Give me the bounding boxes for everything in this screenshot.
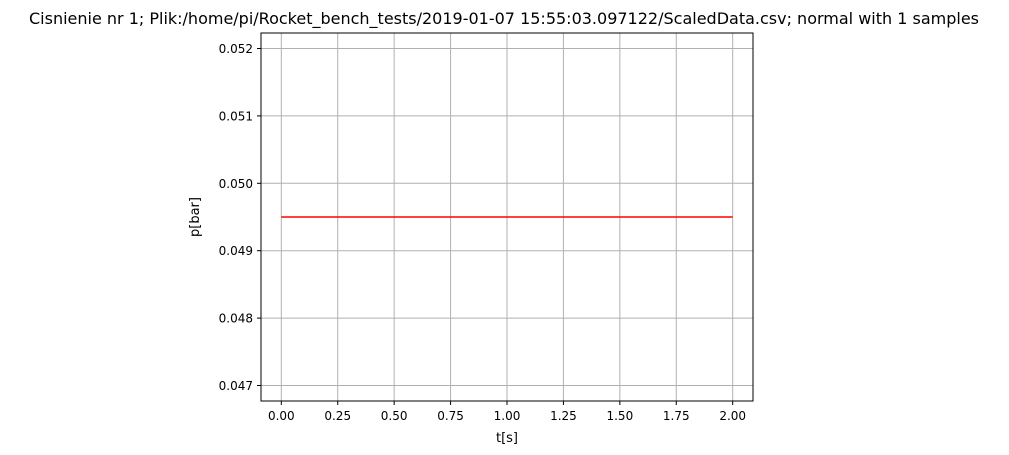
x-tick-label: 1.50 (606, 409, 633, 423)
x-tick-label: 2.00 (719, 409, 746, 423)
x-tick-label: 1.00 (494, 409, 521, 423)
x-tick-label: 0.00 (268, 409, 295, 423)
x-axis-label: t[s] (496, 431, 518, 446)
x-tick-label: 0.75 (437, 409, 464, 423)
y-tick-label: 0.047 (219, 379, 253, 393)
y-axis-label: p[bar] (188, 197, 203, 237)
y-tick-label: 0.050 (219, 177, 253, 191)
x-axis-ticks: 0.00 0.25 0.50 0.75 1.00 1.25 1.50 1.75 2.00 (268, 401, 746, 423)
y-tick-label: 0.051 (219, 109, 253, 123)
x-tick-label: 1.25 (550, 409, 577, 423)
x-tick-label: 1.75 (663, 409, 690, 423)
y-tick-label: 0.048 (219, 312, 253, 326)
y-tick-label: 0.052 (219, 42, 253, 56)
y-tick-label: 0.049 (219, 244, 253, 258)
y-axis-ticks: 0.047 0.048 0.049 0.050 0.051 0.052 (219, 42, 261, 393)
x-tick-label: 0.25 (324, 409, 351, 423)
x-tick-label: 0.50 (381, 409, 408, 423)
chart-title: Cisnienie nr 1; Plik:/home/pi/Rocket_ben… (29, 9, 979, 29)
